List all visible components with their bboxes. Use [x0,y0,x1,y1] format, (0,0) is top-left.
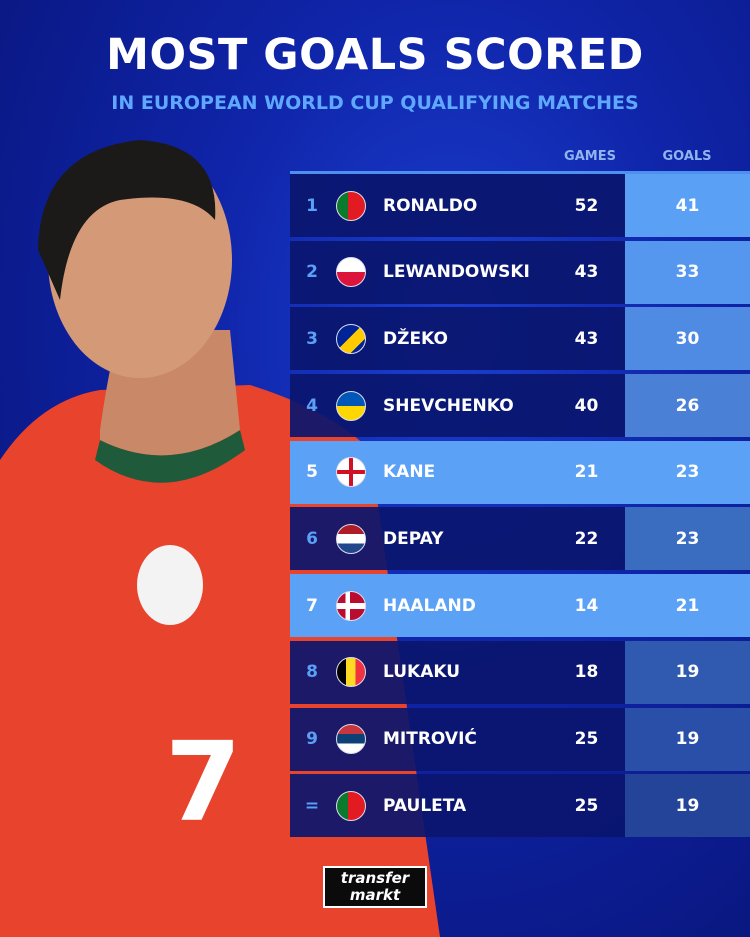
games-value: 43 [574,262,599,283]
table-row: 5 KANE 21 23 [290,440,750,504]
player-name: HAALAND [383,595,476,616]
belgium-flag-icon [336,657,366,688]
table-row: 2 LEWANDOWSKI 43 33 [290,240,750,304]
table-row: 1 RONALDO 52 41 [290,174,750,237]
table-row: 8 LUKAKU 18 19 [290,640,750,704]
games-value: 22 [574,528,599,549]
table-row: 6 DEPAY 22 23 [290,507,750,571]
goals-value: 21 [625,574,750,638]
games-value: 25 [574,795,599,816]
goals-value: 30 [625,307,750,371]
rank: 2 [306,262,318,283]
goals-value: 19 [625,707,750,771]
rank: 3 [306,328,318,349]
goals-value: 33 [625,240,750,304]
ukraine-flag-icon [336,390,366,421]
games-value: 21 [574,462,599,483]
player-name: DEPAY [383,528,444,549]
rank: = [304,795,320,816]
transfermarkt-logo: transfer markt [323,866,427,908]
games-value: 18 [574,662,599,683]
column-header-games: GAMES [564,149,616,164]
player-name: SHEVCHENKO [383,395,514,416]
goals-value: 41 [625,174,750,237]
poland-flag-icon [336,257,366,288]
games-value: 52 [574,195,599,216]
games-value: 14 [574,595,599,616]
player-name: RONALDO [383,195,478,216]
player-name: LUKAKU [383,662,461,683]
player-name: PAULETA [383,795,467,816]
rank: 9 [306,729,318,749]
goals-value: 26 [625,374,750,438]
svg-text:7: 7 [165,718,242,846]
serbia-flag-icon [336,724,366,754]
netherlands-flag-icon [336,523,366,554]
goals-value: 19 [625,774,750,838]
player-name: DŽEKO [383,328,448,349]
goals-value: 19 [625,640,750,704]
table-row: 4 SHEVCHENKO 40 26 [290,374,750,438]
portugal-flag-icon [336,790,366,821]
table-row: 9 MITROVIĆ 25 19 [290,707,750,771]
games-value: 43 [574,328,599,349]
table-row: 3 DŽEKO 43 30 [290,307,750,371]
player-name: LEWANDOWSKI [383,262,530,283]
table-row: = PAULETA 25 19 [290,774,750,838]
logo-line-1: transfer [340,869,410,887]
rank: 4 [306,395,318,416]
england-flag-icon [336,457,366,488]
rank: 7 [306,595,318,616]
page-subtitle: IN EUROPEAN WORLD CUP QUALIFYING MATCHES [111,92,639,114]
table-row: 7 HAALAND 14 21 [290,574,750,638]
goals-value: 23 [625,507,750,571]
bosnia-flag-icon [336,323,366,354]
rank: 6 [306,528,318,549]
page-title: MOST GOALS SCORED [106,30,644,80]
rank: 1 [306,195,318,216]
logo-line-2: markt [349,886,401,904]
goals-value: 23 [625,440,750,504]
norway-flag-icon [336,590,366,621]
games-value: 25 [574,729,599,749]
goals-table: 1 RONALDO 52 41 2 LEWANDOWSKI 43 33 3 DŽEK… [290,171,750,841]
portugal-flag-icon [336,190,366,221]
player-name: KANE [383,462,436,483]
rank: 8 [306,662,318,683]
rank: 5 [306,462,318,483]
games-value: 40 [574,395,599,416]
player-name: MITROVIĆ [383,729,477,749]
column-header-goals: GOALS [662,149,712,164]
